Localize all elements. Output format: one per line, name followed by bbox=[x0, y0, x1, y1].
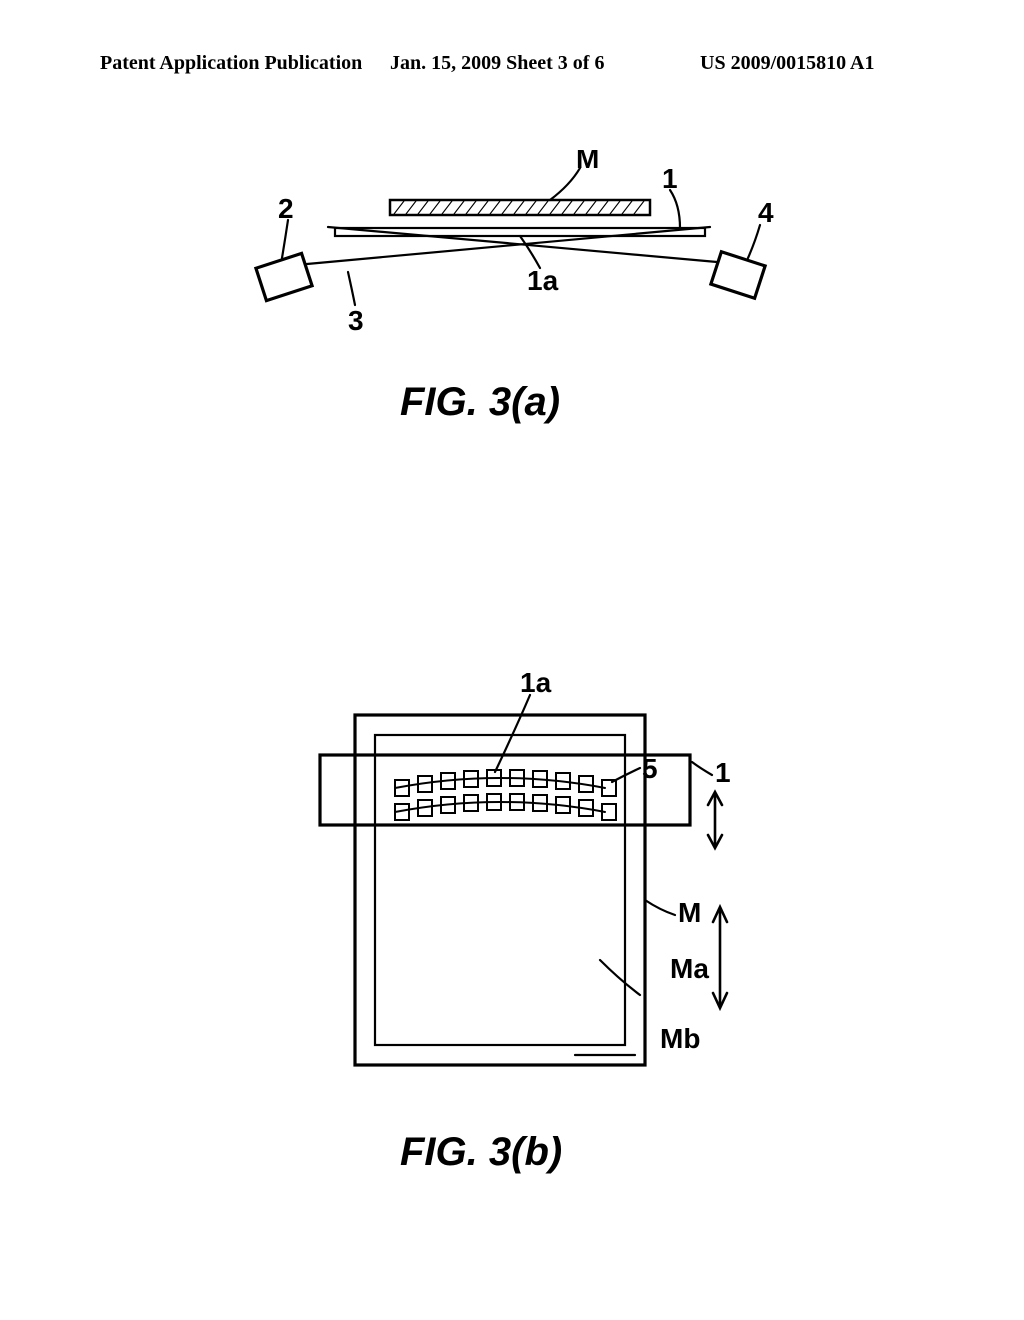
figure-3a-caption: FIG. 3(a) bbox=[400, 380, 560, 425]
label-1a: 1a bbox=[527, 265, 559, 296]
label-b-5: 5 bbox=[642, 753, 658, 784]
label-1: 1 bbox=[662, 163, 678, 194]
figure-3b: 1a 5 1 M Ma Mb bbox=[300, 660, 770, 1100]
header-right: US 2009/0015810 A1 bbox=[700, 52, 874, 75]
label-b-Mb: Mb bbox=[660, 1023, 700, 1054]
figure-3b-caption: FIG. 3(b) bbox=[400, 1130, 562, 1175]
page: Patent Application Publication Jan. 15, … bbox=[0, 0, 1024, 1320]
header-center: Jan. 15, 2009 Sheet 3 of 6 bbox=[390, 52, 604, 75]
label-M: M bbox=[576, 150, 599, 174]
label-b-Ma: Ma bbox=[670, 953, 709, 984]
label-b-M: M bbox=[678, 897, 701, 928]
label-3: 3 bbox=[348, 305, 364, 336]
header-left: Patent Application Publication bbox=[100, 52, 362, 75]
label-2: 2 bbox=[278, 193, 294, 224]
figure-3a: M 1 2 3 4 1a bbox=[230, 150, 790, 350]
label-b-1: 1 bbox=[715, 757, 731, 788]
label-b-1a: 1a bbox=[520, 667, 552, 698]
label-4: 4 bbox=[758, 197, 774, 228]
